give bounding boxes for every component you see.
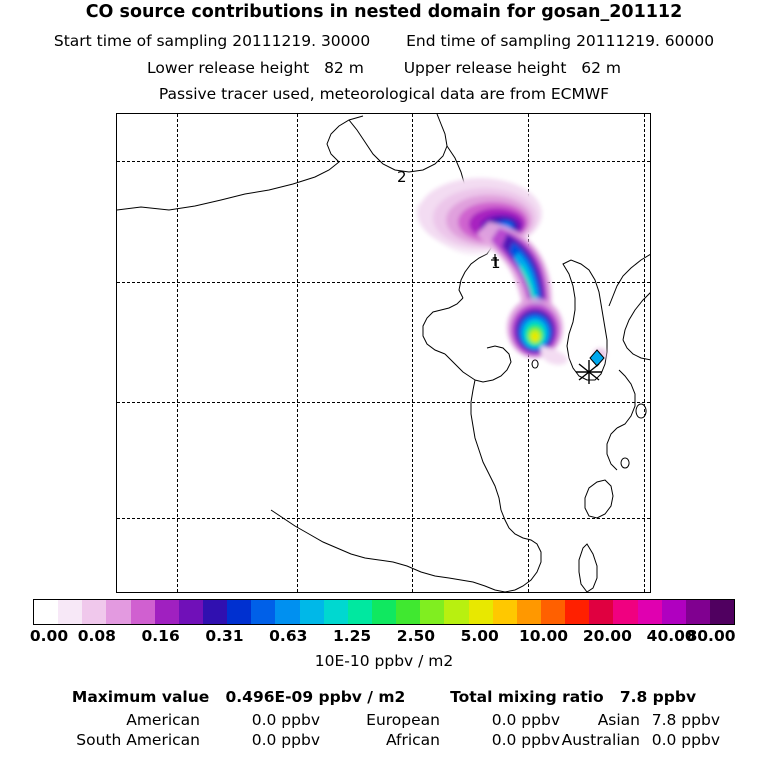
gridline-horizontal	[117, 282, 650, 283]
region-value: 0.0 ppbv	[251, 731, 320, 749]
table-row: South American 0.0 ppbv African 0.0 ppbv…	[60, 731, 720, 749]
contribution-table: American 0.0 ppbv European 0.0 ppbv Asia…	[60, 711, 720, 751]
colorbar-swatch	[323, 600, 348, 624]
colorbar-swatch	[613, 600, 638, 624]
start-time-value: 20111219. 30000	[232, 32, 371, 50]
colorbar-swatch	[130, 600, 155, 624]
colorbar-swatch	[227, 600, 252, 624]
colorbar-swatch	[106, 600, 131, 624]
page-title: CO source contributions in nested domain…	[85, 2, 683, 22]
colorbar-swatch	[82, 600, 107, 624]
release-heights: Lower release height 82 m Upper release …	[0, 59, 768, 77]
colorbar-swatch	[371, 600, 397, 624]
region-name: European	[366, 711, 440, 729]
colorbar-swatch	[154, 600, 179, 624]
colorbar-swatch	[299, 600, 324, 624]
colorbar-swatch	[202, 600, 228, 624]
region-name: Australian	[561, 731, 640, 749]
max-value-label: Maximum value	[71, 688, 210, 706]
upper-release-value: 62 m	[581, 59, 621, 77]
gridline-horizontal	[117, 161, 650, 162]
gridline-vertical	[412, 114, 413, 592]
plume-layer	[416, 178, 607, 384]
table-row: American 0.0 ppbv European 0.0 ppbv Asia…	[60, 711, 720, 729]
colorbar-tick: 2.50	[396, 627, 436, 645]
lower-release-value: 82 m	[324, 59, 364, 77]
colorbar-tick-labels: 0.00 0.08 0.16 0.31 0.63 1.25 2.50 5.00 10.00 20.…	[0, 627, 768, 645]
colorbar-swatch	[516, 600, 541, 624]
map-panel: 2 1	[116, 113, 651, 593]
colorbar-swatch	[565, 600, 590, 624]
colorbar-swatch	[178, 600, 203, 624]
colorbar-tick: 5.00	[460, 627, 499, 645]
total-mixing-label: Total mixing ratio	[450, 688, 604, 706]
region-value: 0.0 ppbv	[491, 711, 560, 729]
colorbar-tick: 10.00	[519, 627, 569, 645]
trajectory-label-1: 1	[491, 254, 501, 272]
colorbar-tick: 1.25	[332, 627, 372, 645]
colorbar-swatch	[444, 600, 469, 624]
gridline-vertical	[297, 114, 298, 592]
colorbar-swatch	[347, 600, 372, 624]
region-value: 7.8 ppbv	[651, 711, 720, 729]
colorbar-swatch	[58, 600, 83, 624]
station-marker	[576, 360, 602, 384]
region-value: 0.0 ppbv	[651, 731, 720, 749]
total-mixing-value: 7.8 ppbv	[619, 688, 697, 706]
gridline-vertical	[644, 114, 645, 592]
region-name: South American	[76, 731, 200, 749]
colorbar-swatch	[251, 600, 276, 624]
colorbar-tick: 0.00	[29, 627, 69, 645]
colorbar-unit-label: 10E-10 ppbv / m2	[314, 652, 454, 670]
colorbar-swatch	[396, 600, 421, 624]
gridline-horizontal	[117, 402, 650, 403]
summary-line: Maximum value 0.496E-09 ppbv / m2 Total …	[0, 688, 768, 706]
lower-release-label: Lower release height	[147, 59, 310, 77]
colorbar-tick: 80.00	[686, 627, 736, 645]
colorbar-tick: 0.08	[77, 627, 116, 645]
end-time-value: 20111219. 60000	[576, 32, 715, 50]
method-note: Passive tracer used, meteorological data…	[158, 85, 610, 103]
colorbar-tick: 0.63	[269, 627, 308, 645]
gridline-vertical	[177, 114, 178, 592]
upper-release-label: Upper release height	[403, 59, 567, 77]
colorbar-swatch	[468, 600, 493, 624]
sampling-times: Start time of sampling 20111219. 30000 E…	[0, 32, 768, 50]
region-name: African	[385, 731, 440, 749]
max-value: 0.496E-09 ppbv / m2	[225, 688, 406, 706]
colorbar-swatch	[34, 600, 59, 624]
colorbar-swatch	[637, 600, 662, 624]
end-time-label: End time of sampling	[406, 32, 572, 50]
colorbar-swatch	[661, 600, 686, 624]
colorbar-swatch	[709, 600, 735, 624]
colorbar-swatch	[685, 600, 710, 624]
colorbar-tick: 20.00	[582, 627, 632, 645]
colorbar	[33, 599, 735, 625]
gridline-horizontal	[117, 518, 650, 519]
colorbar-swatch	[589, 600, 614, 624]
colorbar-swatch	[420, 600, 445, 624]
trajectory-label-2: 2	[397, 168, 407, 186]
region-value: 0.0 ppbv	[251, 711, 320, 729]
colorbar-tick: 0.31	[205, 627, 244, 645]
colorbar-tick: 0.16	[141, 627, 180, 645]
start-time-label: Start time of sampling	[53, 32, 228, 50]
region-value: 0.0 ppbv	[491, 731, 560, 749]
region-name: American	[126, 711, 200, 729]
colorbar-swatch	[540, 600, 566, 624]
region-name: Asian	[597, 711, 640, 729]
colorbar-swatch	[275, 600, 300, 624]
coastline-layer	[117, 114, 650, 592]
colorbar-tick: 40.00	[646, 627, 696, 645]
colorbar-swatch	[492, 600, 517, 624]
